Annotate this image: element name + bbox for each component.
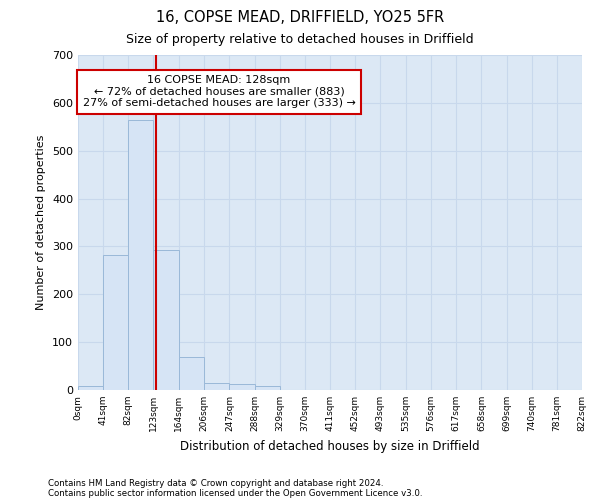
Bar [128, 120, 154, 390]
X-axis label: Distribution of detached houses by size in Driffield: Distribution of detached houses by size … [180, 440, 480, 452]
Text: 16 COPSE MEAD: 128sqm
← 72% of detached houses are smaller (883)
27% of semi-det: 16 COPSE MEAD: 128sqm ← 72% of detached … [83, 75, 356, 108]
Bar [229, 384, 254, 390]
Text: 16, COPSE MEAD, DRIFFIELD, YO25 5FR: 16, COPSE MEAD, DRIFFIELD, YO25 5FR [156, 10, 444, 25]
Bar [103, 254, 128, 390]
Bar [78, 386, 103, 390]
Bar [179, 358, 203, 390]
Text: Contains public sector information licensed under the Open Government Licence v3: Contains public sector information licen… [48, 488, 422, 498]
Text: Size of property relative to detached houses in Driffield: Size of property relative to detached ho… [126, 32, 474, 46]
Bar [154, 250, 179, 390]
Text: Contains HM Land Registry data © Crown copyright and database right 2024.: Contains HM Land Registry data © Crown c… [48, 478, 383, 488]
Y-axis label: Number of detached properties: Number of detached properties [37, 135, 46, 310]
Bar [254, 386, 280, 390]
Bar [205, 383, 229, 390]
